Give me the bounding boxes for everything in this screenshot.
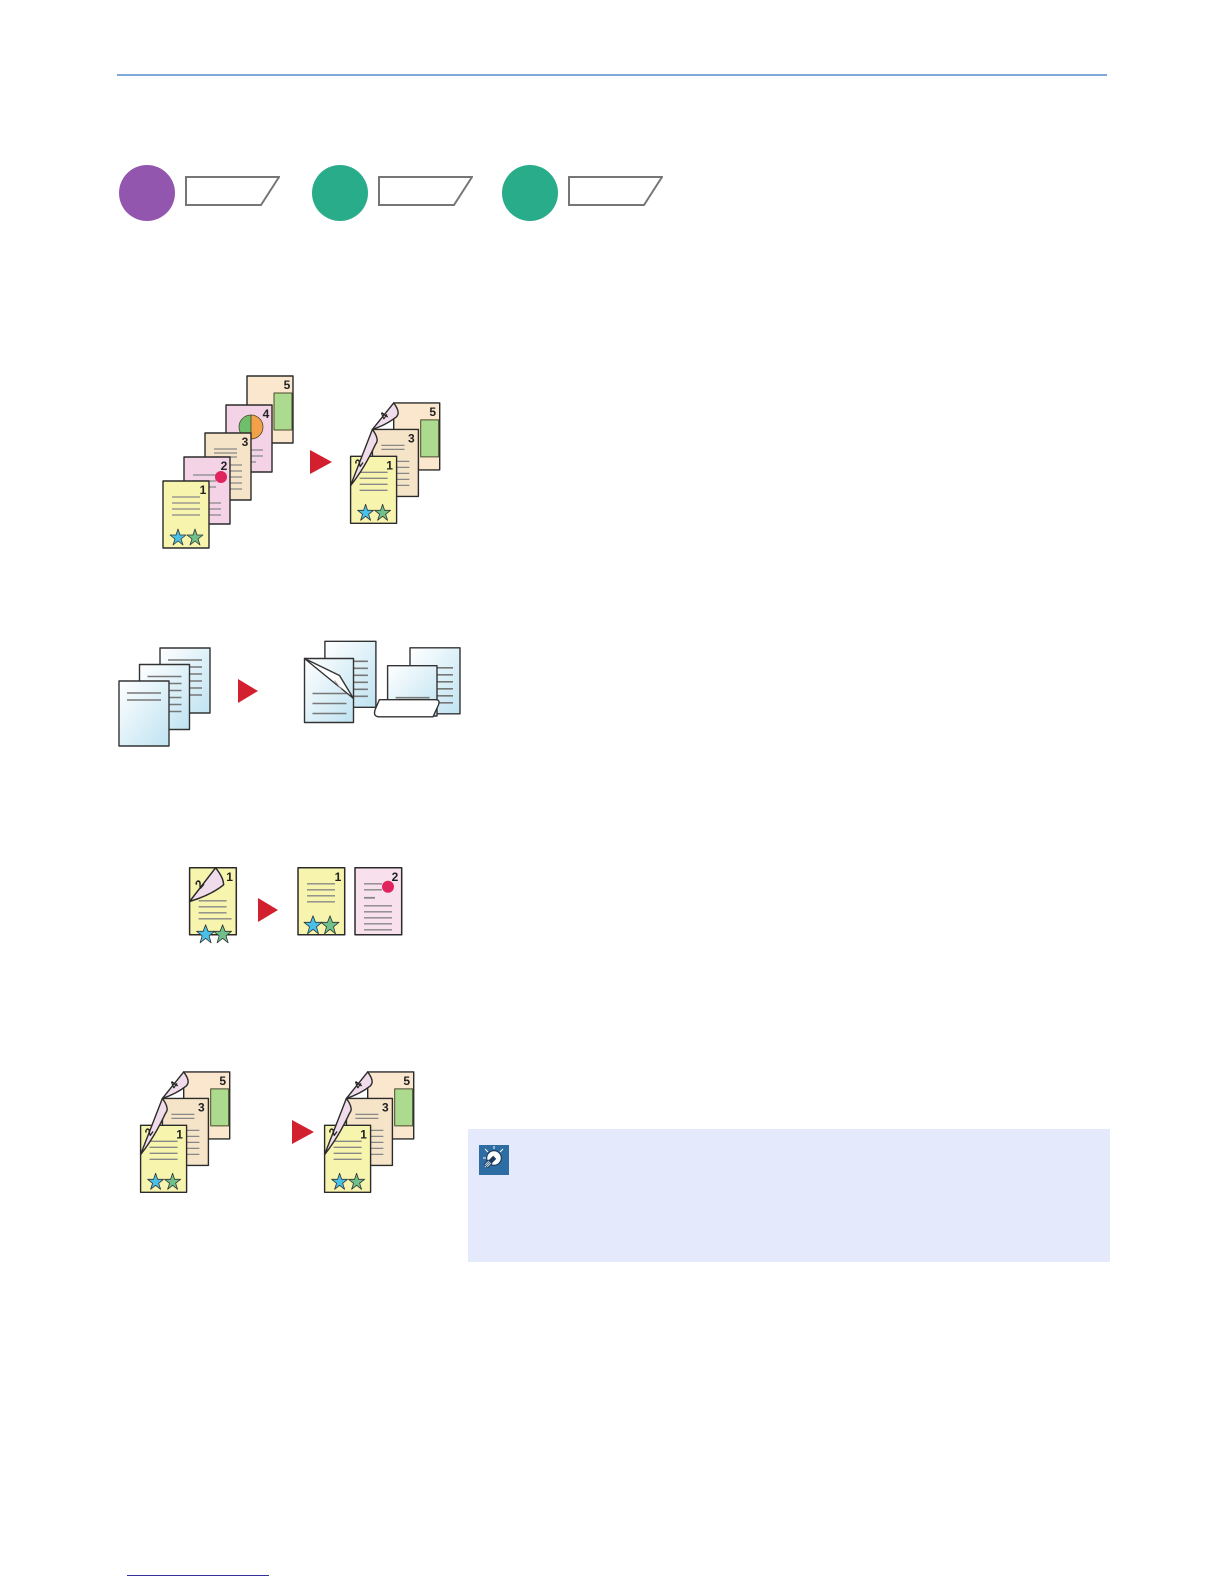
svg-text:1: 1: [176, 1127, 183, 1141]
svg-text:2: 2: [221, 459, 228, 473]
svg-text:3: 3: [198, 1100, 205, 1114]
svg-text:5: 5: [403, 1074, 410, 1088]
svg-text:5: 5: [429, 405, 436, 419]
svg-text:1: 1: [360, 1127, 367, 1141]
svg-text:5: 5: [219, 1074, 226, 1088]
svg-text:1: 1: [226, 870, 233, 884]
svg-text:3: 3: [408, 431, 415, 445]
svg-text:5: 5: [284, 378, 291, 392]
svg-text:3: 3: [242, 435, 249, 449]
svg-text:1: 1: [386, 458, 393, 472]
svg-text:3: 3: [382, 1100, 389, 1114]
svg-text:2: 2: [392, 870, 399, 884]
svg-text:4: 4: [263, 407, 270, 421]
svg-text:1: 1: [200, 483, 207, 497]
svg-text:1: 1: [335, 870, 342, 884]
